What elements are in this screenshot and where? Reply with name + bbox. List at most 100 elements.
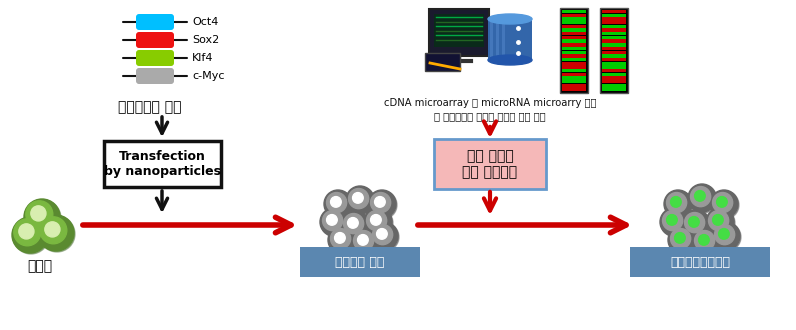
FancyBboxPatch shape: [562, 40, 586, 43]
FancyBboxPatch shape: [602, 32, 626, 36]
Circle shape: [370, 192, 391, 213]
FancyBboxPatch shape: [602, 43, 626, 47]
FancyBboxPatch shape: [562, 76, 586, 80]
Text: 체세포: 체세포: [27, 259, 53, 273]
Circle shape: [689, 216, 699, 227]
FancyBboxPatch shape: [602, 25, 626, 28]
FancyBboxPatch shape: [502, 19, 505, 60]
FancyBboxPatch shape: [434, 14, 484, 47]
Circle shape: [662, 211, 683, 231]
Ellipse shape: [488, 55, 532, 65]
Circle shape: [707, 209, 735, 237]
Circle shape: [330, 228, 351, 249]
Circle shape: [357, 235, 369, 245]
FancyBboxPatch shape: [136, 32, 174, 48]
Circle shape: [371, 223, 399, 251]
FancyBboxPatch shape: [562, 54, 586, 57]
Circle shape: [660, 208, 688, 236]
FancyBboxPatch shape: [562, 28, 586, 32]
Text: 플라스미드 벡터: 플라스미드 벡터: [119, 100, 181, 114]
FancyBboxPatch shape: [562, 32, 586, 36]
Circle shape: [325, 191, 353, 219]
Text: c-Myc: c-Myc: [192, 71, 224, 81]
Circle shape: [688, 184, 716, 212]
Circle shape: [369, 191, 397, 219]
FancyBboxPatch shape: [602, 62, 626, 65]
FancyBboxPatch shape: [602, 73, 626, 76]
FancyBboxPatch shape: [602, 54, 626, 57]
FancyBboxPatch shape: [562, 73, 586, 76]
Circle shape: [344, 214, 364, 234]
Circle shape: [352, 229, 380, 257]
Circle shape: [320, 208, 348, 236]
FancyBboxPatch shape: [562, 14, 586, 17]
Circle shape: [14, 219, 41, 246]
FancyBboxPatch shape: [602, 17, 626, 21]
FancyBboxPatch shape: [562, 21, 586, 24]
FancyBboxPatch shape: [630, 247, 770, 277]
Circle shape: [682, 210, 710, 238]
Circle shape: [324, 190, 352, 218]
Circle shape: [341, 211, 369, 239]
Text: Transfection
by nanoparticles: Transfection by nanoparticles: [103, 150, 220, 178]
FancyBboxPatch shape: [602, 47, 626, 50]
Circle shape: [669, 227, 697, 255]
Circle shape: [40, 217, 67, 244]
Circle shape: [377, 229, 387, 239]
FancyBboxPatch shape: [562, 17, 586, 21]
FancyBboxPatch shape: [602, 76, 626, 80]
Circle shape: [685, 213, 704, 233]
Circle shape: [12, 217, 48, 253]
Circle shape: [346, 186, 374, 214]
FancyBboxPatch shape: [562, 47, 586, 50]
Circle shape: [683, 211, 711, 239]
FancyBboxPatch shape: [562, 50, 586, 54]
FancyBboxPatch shape: [562, 25, 586, 28]
FancyBboxPatch shape: [562, 36, 586, 39]
FancyBboxPatch shape: [425, 53, 460, 71]
FancyBboxPatch shape: [562, 80, 586, 83]
Circle shape: [370, 222, 398, 250]
FancyBboxPatch shape: [562, 69, 586, 72]
FancyBboxPatch shape: [602, 80, 626, 83]
Text: Klf4: Klf4: [192, 53, 213, 63]
FancyBboxPatch shape: [562, 43, 586, 47]
Circle shape: [38, 215, 74, 251]
Circle shape: [375, 197, 385, 207]
FancyBboxPatch shape: [136, 68, 174, 84]
FancyBboxPatch shape: [602, 87, 626, 91]
Circle shape: [713, 223, 741, 251]
Circle shape: [365, 209, 393, 237]
FancyBboxPatch shape: [562, 58, 586, 61]
FancyBboxPatch shape: [602, 58, 626, 61]
Circle shape: [25, 200, 61, 236]
FancyBboxPatch shape: [434, 139, 546, 189]
Circle shape: [666, 214, 677, 225]
FancyBboxPatch shape: [602, 40, 626, 43]
FancyBboxPatch shape: [602, 21, 626, 24]
Circle shape: [708, 211, 728, 231]
Circle shape: [695, 231, 715, 251]
Circle shape: [24, 199, 60, 235]
Circle shape: [364, 208, 392, 236]
Circle shape: [353, 193, 363, 203]
Circle shape: [326, 192, 347, 213]
Circle shape: [373, 224, 392, 245]
Text: 유도만능줄기세포: 유도만능줄기세포: [670, 255, 730, 269]
Text: 및 생물정보학 기법을 이용한 분석 수행: 및 생물정보학 기법을 이용한 분석 수행: [434, 111, 546, 121]
Circle shape: [670, 197, 681, 207]
Circle shape: [371, 214, 381, 225]
Text: cDNA microarray 및 microRNA microarry 수행: cDNA microarray 및 microRNA microarry 수행: [384, 98, 596, 108]
Circle shape: [334, 233, 345, 243]
Circle shape: [366, 211, 387, 231]
FancyBboxPatch shape: [602, 10, 626, 14]
FancyBboxPatch shape: [602, 36, 626, 39]
Circle shape: [712, 222, 740, 250]
Circle shape: [45, 222, 60, 237]
Circle shape: [349, 188, 369, 209]
Circle shape: [706, 208, 734, 236]
Circle shape: [31, 206, 46, 221]
Circle shape: [322, 211, 343, 231]
Circle shape: [19, 224, 34, 239]
Circle shape: [670, 228, 691, 249]
